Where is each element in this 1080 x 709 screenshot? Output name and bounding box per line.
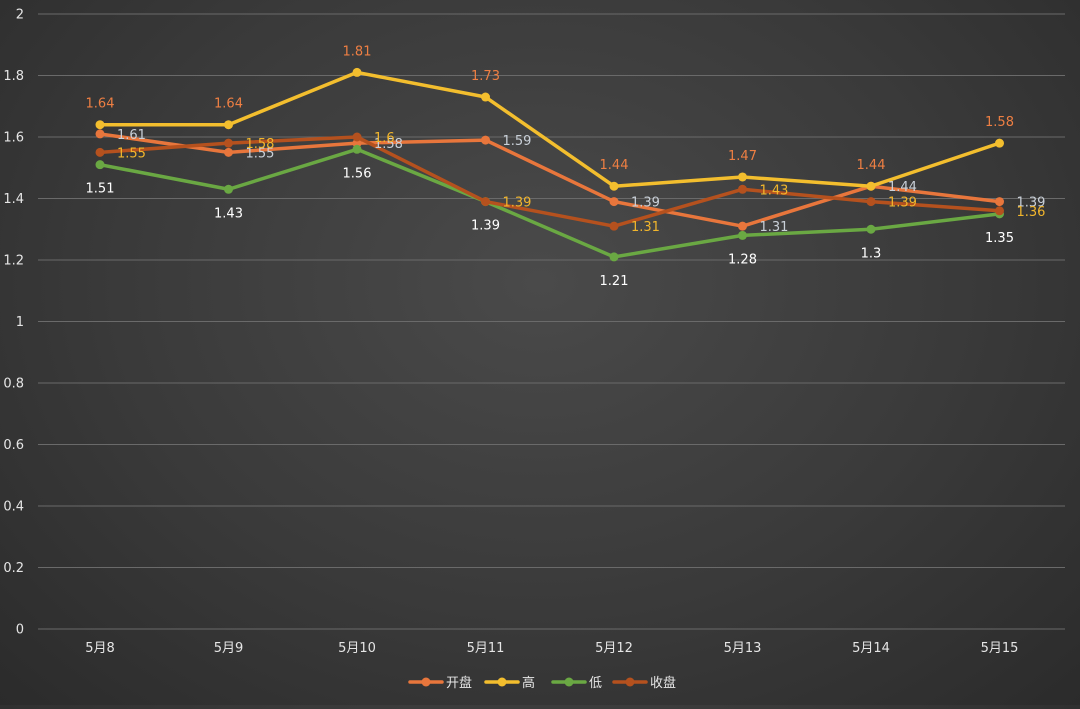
data-label: 1.58 [374, 137, 403, 152]
data-point [609, 181, 619, 191]
data-point [866, 197, 876, 207]
data-point [866, 181, 876, 191]
data-label: 1.44 [888, 180, 917, 195]
y-tick-label: 2 [16, 8, 24, 23]
y-tick-label: 1.8 [3, 69, 24, 84]
y-tick-label: 1.4 [3, 192, 24, 207]
data-point [738, 184, 747, 194]
data-point [352, 144, 362, 154]
legend-marker [421, 677, 431, 687]
data-label: 1.44 [600, 158, 629, 173]
data-label: 1.3 [861, 246, 882, 261]
x-tick-label: 5月10 [338, 641, 376, 656]
data-label: 1.61 [117, 128, 146, 143]
data-label: 1.73 [471, 69, 500, 84]
data-point [995, 197, 1004, 207]
data-label: 1.47 [728, 149, 757, 164]
data-point [352, 138, 362, 148]
data-point [95, 147, 105, 157]
data-label: 1.36 [1017, 205, 1046, 220]
data-point [352, 132, 362, 142]
y-tick-label: 0.8 [3, 377, 24, 392]
legend-marker [564, 677, 574, 687]
x-tick-label: 5月14 [852, 641, 890, 656]
data-point [224, 138, 233, 148]
data-label: 1.39 [471, 219, 500, 234]
data-point [224, 147, 233, 157]
data-label: 1.21 [600, 274, 629, 289]
data-label: 1.58 [985, 115, 1014, 130]
data-point [352, 67, 362, 77]
data-point [995, 138, 1004, 148]
data-label: 1.56 [343, 166, 372, 181]
data-point [866, 224, 876, 234]
data-point [95, 160, 105, 170]
legend-label: 收盘 [650, 675, 676, 691]
data-point [224, 184, 233, 194]
data-point [95, 129, 105, 139]
legend-marker [497, 677, 507, 687]
data-point [609, 221, 619, 231]
x-tick-label: 5月8 [85, 641, 115, 656]
y-tick-label: 0.2 [3, 561, 24, 576]
data-label: 1.55 [246, 146, 275, 161]
data-point [481, 135, 490, 145]
data-label: 1.39 [1017, 196, 1046, 211]
x-tick-label: 5月13 [724, 641, 762, 656]
data-label: 1.58 [246, 137, 275, 152]
x-tick-label: 5月12 [595, 641, 633, 656]
data-point [224, 120, 233, 130]
y-tick-label: 0 [16, 623, 24, 638]
data-label: 1.59 [503, 134, 532, 149]
legend-marker [625, 677, 635, 687]
data-label: 1.39 [503, 196, 532, 211]
y-tick-label: 1 [16, 315, 24, 330]
y-tick-label: 1.2 [3, 254, 24, 269]
legend-label: 开盘 [446, 675, 472, 691]
data-label: 1.51 [86, 182, 115, 197]
series-line-低 [98, 147, 1002, 259]
legend-label: 高 [522, 675, 535, 691]
data-label: 1.35 [985, 231, 1014, 246]
data-label: 1.43 [760, 183, 789, 198]
data-point [95, 120, 105, 130]
data-label: 1.64 [214, 97, 243, 112]
y-tick-label: 0.4 [3, 500, 24, 515]
x-tick-label: 5月15 [981, 641, 1019, 656]
legend-label: 低 [589, 676, 602, 691]
data-point [609, 252, 619, 262]
data-label: 1.28 [728, 252, 757, 267]
x-tick-label: 5月11 [467, 641, 505, 656]
data-label: 1.44 [857, 158, 886, 173]
data-label: 1.64 [86, 97, 115, 112]
data-point [995, 206, 1004, 216]
x-tick-label: 5月9 [214, 641, 244, 656]
data-label: 1.31 [760, 220, 789, 235]
series-line-高 [98, 70, 1002, 188]
data-point [738, 230, 747, 240]
data-label: 1.39 [888, 196, 917, 211]
data-label: 1.81 [343, 44, 372, 59]
data-point [481, 92, 490, 102]
data-point [481, 197, 490, 207]
data-point [609, 197, 619, 207]
y-tick-label: 1.6 [3, 131, 24, 146]
data-label: 1.31 [631, 220, 660, 235]
data-point [738, 221, 747, 231]
data-label: 1.55 [117, 146, 146, 161]
series-line-开盘 [98, 132, 1002, 228]
data-label: 1.43 [214, 206, 243, 221]
data-point [738, 172, 747, 182]
series-line-收盘 [98, 135, 1002, 228]
y-tick-label: 0.6 [3, 438, 24, 453]
data-label: 1.39 [631, 196, 660, 211]
data-label: 1.6 [374, 131, 395, 146]
